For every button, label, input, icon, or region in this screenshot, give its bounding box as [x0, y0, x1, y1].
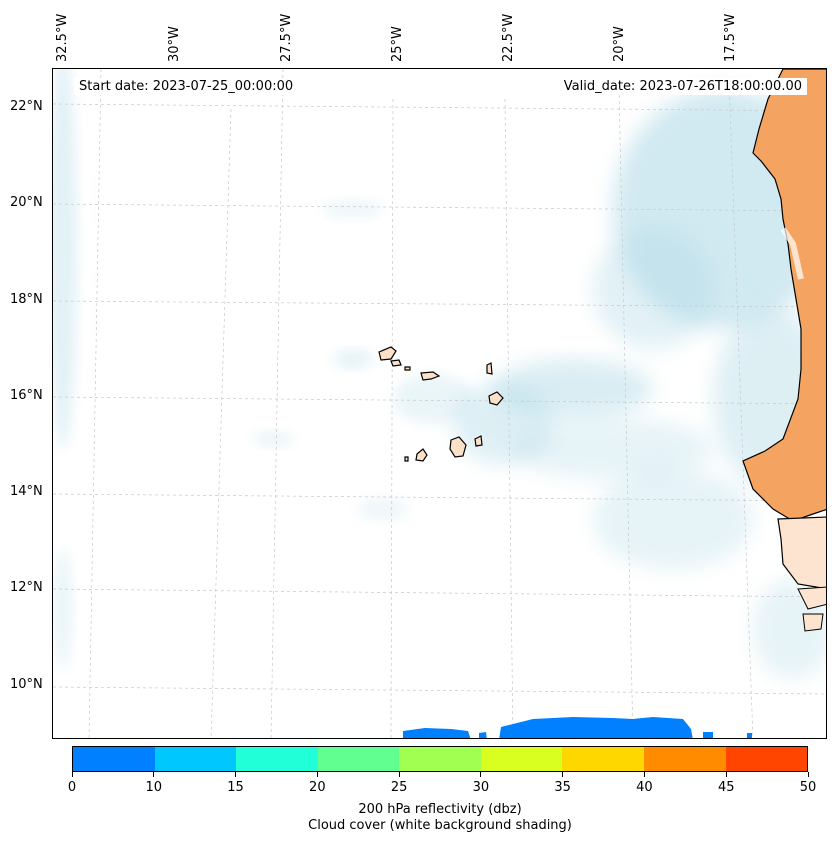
longitude-label: 22.5°W — [501, 13, 516, 62]
colorbar-tick-label: 50 — [799, 780, 817, 795]
longitude-label: 27.5°W — [279, 13, 294, 62]
colorbar-segment — [236, 747, 318, 771]
cape-verde-islands — [378, 346, 504, 462]
colorbar-segment — [480, 747, 563, 771]
colorbar-tick — [398, 772, 400, 777]
colorbar-tick — [316, 772, 318, 777]
colorbar-caption-reflectivity: 200 hPa reflectivity (dbz) — [358, 802, 522, 817]
latitude-label: 18°N — [10, 292, 43, 307]
gridline — [53, 588, 826, 598]
latitude-label: 16°N — [10, 388, 43, 403]
colorbar-segment — [643, 747, 726, 771]
longitude-label: 20°W — [612, 26, 627, 62]
colorbar-tick-label: 35 — [554, 780, 571, 795]
colorbar-tick-label: 25 — [390, 780, 408, 795]
colorbar-segment — [562, 747, 644, 771]
colorbar-tick — [480, 772, 482, 777]
map-gridlines — [53, 69, 826, 738]
colorbar-tick-label: 15 — [227, 780, 244, 795]
cloud-cover-shading — [53, 69, 826, 679]
colorbar-segment — [317, 747, 400, 771]
colorbar-segment — [725, 747, 808, 771]
gridline — [210, 108, 232, 738]
gridline — [53, 686, 826, 695]
colorbar-caption-cloud: Cloud cover (white background shading) — [308, 818, 572, 833]
map-panel: Start date: 2023-07-25_00:00:00 Valid_da… — [52, 68, 827, 739]
colorbar-tick — [153, 772, 155, 777]
longitude-label: 25°W — [390, 26, 405, 62]
latitude-label: 10°N — [10, 677, 43, 692]
reflectivity-band — [403, 717, 752, 738]
gridline — [504, 98, 514, 738]
colorbar-tick-label: 30 — [472, 780, 490, 795]
colorbar-segment — [399, 747, 481, 771]
gridline — [88, 69, 102, 738]
colorbar-tick-label: 40 — [636, 780, 653, 795]
latitude-label: 12°N — [10, 580, 43, 595]
longitude-label: 17.5°W — [723, 13, 738, 62]
latitude-label: 20°N — [10, 195, 43, 210]
gridline — [728, 78, 754, 738]
longitude-label: 32.5°W — [55, 13, 70, 62]
colorbar-tick — [235, 772, 237, 777]
colorbar-segment — [154, 747, 237, 771]
colorbar-tick-label: 10 — [145, 780, 163, 795]
gridline — [618, 88, 634, 738]
colorbar-segment — [73, 747, 155, 771]
gridline — [390, 98, 394, 738]
colorbar-tick-label: 0 — [67, 780, 77, 795]
colorbar-tick — [71, 772, 73, 777]
longitude-label: 30°W — [167, 26, 182, 62]
start-date-label: Start date: 2023-07-25_00:00:00 — [74, 78, 299, 95]
colorbar-tick-label: 45 — [717, 780, 735, 795]
colorbar-tick — [807, 772, 809, 777]
africa-land — [742, 69, 826, 632]
colorbar-tick — [725, 772, 727, 777]
colorbar-tick — [643, 772, 645, 777]
map-canvas — [53, 69, 826, 738]
latitude-label: 14°N — [10, 484, 43, 499]
gridline — [270, 69, 284, 738]
latitude-label: 22°N — [10, 99, 43, 114]
colorbar-tick — [562, 772, 564, 777]
reflectivity-colorbar — [72, 746, 808, 772]
valid-date-label: Valid_date: 2023-07-26T18:00:00.00 — [558, 78, 807, 95]
colorbar-tick-label: 20 — [309, 780, 326, 795]
